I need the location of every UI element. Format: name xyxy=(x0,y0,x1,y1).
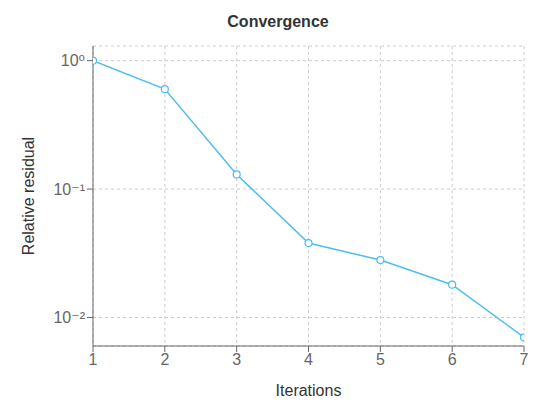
svg-text:10⁻¹: 10⁻¹ xyxy=(53,181,85,198)
svg-text:10⁻²: 10⁻² xyxy=(53,309,85,326)
svg-text:Iterations: Iterations xyxy=(276,382,342,399)
svg-text:4: 4 xyxy=(304,351,313,368)
svg-text:1: 1 xyxy=(89,351,98,368)
svg-text:5: 5 xyxy=(376,351,385,368)
svg-text:3: 3 xyxy=(232,351,241,368)
svg-text:10⁰: 10⁰ xyxy=(61,52,85,69)
html-text:Convergence: Convergence xyxy=(227,13,329,30)
svg-text:7: 7 xyxy=(520,351,529,368)
svg-text:2: 2 xyxy=(160,351,169,368)
svg-text:Relative residual: Relative residual xyxy=(20,137,37,255)
svg-text:6: 6 xyxy=(448,351,457,368)
